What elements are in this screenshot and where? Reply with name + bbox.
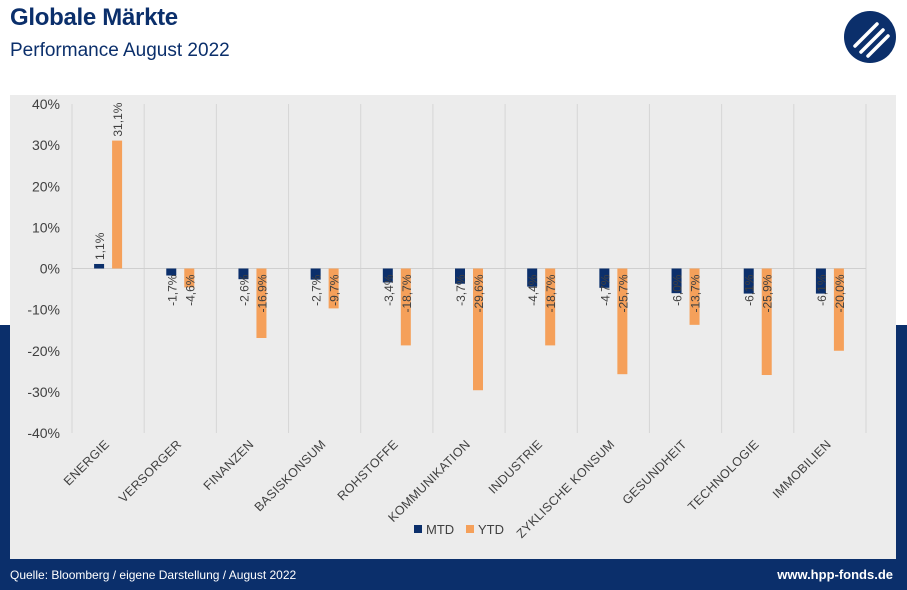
y-tick-label: -30% bbox=[27, 384, 60, 400]
mtd-data-label: -2,6% bbox=[237, 274, 251, 306]
ytd-data-label: 31,1% bbox=[111, 102, 125, 136]
mtd-legend-label: MTD bbox=[426, 522, 454, 537]
y-tick-label: -40% bbox=[27, 425, 60, 441]
y-tick-label: 20% bbox=[32, 178, 60, 194]
mtd-data-label: -4,4% bbox=[526, 274, 540, 306]
x-category-label: KOMMUNIKATION bbox=[385, 437, 473, 525]
ytd-data-label: -16,9% bbox=[255, 274, 269, 312]
y-tick-label: -10% bbox=[27, 302, 60, 318]
ytd-data-label: -29,6% bbox=[472, 274, 486, 312]
ytd-data-label: -25,9% bbox=[761, 274, 775, 312]
ytd-bar bbox=[184, 268, 195, 288]
ytd-data-label: -18,7% bbox=[400, 274, 414, 312]
mtd-data-label: -3,4% bbox=[382, 274, 396, 306]
mtd-bar bbox=[599, 268, 610, 288]
ytd-legend-swatch bbox=[466, 525, 474, 533]
ytd-bar bbox=[112, 140, 123, 269]
mtd-bar bbox=[815, 268, 826, 294]
x-category-label: BASISKONSUM bbox=[252, 437, 329, 514]
website-link[interactable]: www.hpp-fonds.de bbox=[777, 567, 893, 582]
ytd-data-label: -13,7% bbox=[689, 274, 703, 312]
performance-bar-chart: 40%30%20%10%0%-10%-20%-30%-40%1,1%-1,7% -… bbox=[27, 96, 867, 541]
ytd-data-label: -20,0% bbox=[833, 274, 847, 312]
ytd-bar bbox=[689, 268, 700, 325]
ytd-bar bbox=[617, 268, 628, 375]
mtd-bar bbox=[166, 268, 177, 276]
x-category-label: ENERGIE bbox=[61, 437, 112, 488]
mtd-bar bbox=[671, 268, 682, 294]
ytd-bar bbox=[256, 268, 267, 339]
ytd-data-label: -25,7% bbox=[616, 274, 630, 312]
mtd-data-label: 1,1% bbox=[93, 232, 107, 260]
ytd-bar bbox=[473, 268, 483, 391]
mtd-data-label: -1,7% bbox=[165, 274, 179, 306]
x-category-label: TECHNOLOGIE bbox=[685, 437, 762, 514]
hpp-logo-icon bbox=[844, 11, 896, 63]
ytd-data-label: -9,7% bbox=[328, 274, 342, 306]
mtd-data-label: -4,7% bbox=[598, 274, 612, 306]
ytd-data-label: -18,7% bbox=[544, 274, 558, 312]
x-category-label: VERSORGER bbox=[116, 437, 184, 505]
mtd-data-label: -6,1% bbox=[815, 274, 829, 306]
ytd-bar bbox=[400, 268, 411, 346]
page-subtitle: Performance August 2022 bbox=[10, 40, 230, 61]
x-category-label: ROHSTOFFE bbox=[335, 437, 401, 503]
mtd-bar bbox=[527, 268, 538, 287]
y-tick-label: 40% bbox=[32, 96, 60, 112]
y-tick-label: 30% bbox=[32, 137, 60, 153]
ytd-bar bbox=[761, 268, 772, 376]
mtd-data-label: -3,7% bbox=[454, 274, 468, 306]
mtd-bar bbox=[743, 268, 754, 294]
ytd-bar bbox=[328, 268, 339, 309]
mtd-bar bbox=[382, 268, 393, 283]
ytd-legend-label: YTD bbox=[478, 522, 504, 537]
source-note: Quelle: Bloomberg / eigene Darstellung /… bbox=[10, 568, 297, 582]
y-tick-label: 0% bbox=[40, 261, 60, 277]
ytd-data-label: -4,6% bbox=[183, 274, 197, 306]
chart-panel bbox=[10, 95, 896, 559]
mtd-bar bbox=[238, 268, 249, 280]
mtd-bar bbox=[310, 268, 321, 280]
y-tick-label: 10% bbox=[32, 219, 60, 235]
x-category-label: INDUSTRIE bbox=[486, 437, 545, 496]
x-category-label: IMMOBILIEN bbox=[770, 437, 834, 501]
x-category-label: GESUNDHEIT bbox=[620, 437, 690, 507]
x-category-label: FINANZEN bbox=[201, 437, 257, 493]
mtd-data-label: -6,0% bbox=[671, 274, 685, 306]
ytd-bar bbox=[833, 268, 844, 351]
y-tick-label: -20% bbox=[27, 343, 60, 359]
mtd-legend-swatch bbox=[414, 525, 422, 533]
mtd-bar bbox=[455, 268, 465, 284]
mtd-bar bbox=[94, 263, 105, 269]
mtd-data-label: -6,1% bbox=[743, 274, 757, 306]
mtd-data-label: -2,7% bbox=[310, 274, 324, 306]
ytd-bar bbox=[545, 268, 556, 346]
page-title: Globale Märkte bbox=[10, 4, 178, 31]
